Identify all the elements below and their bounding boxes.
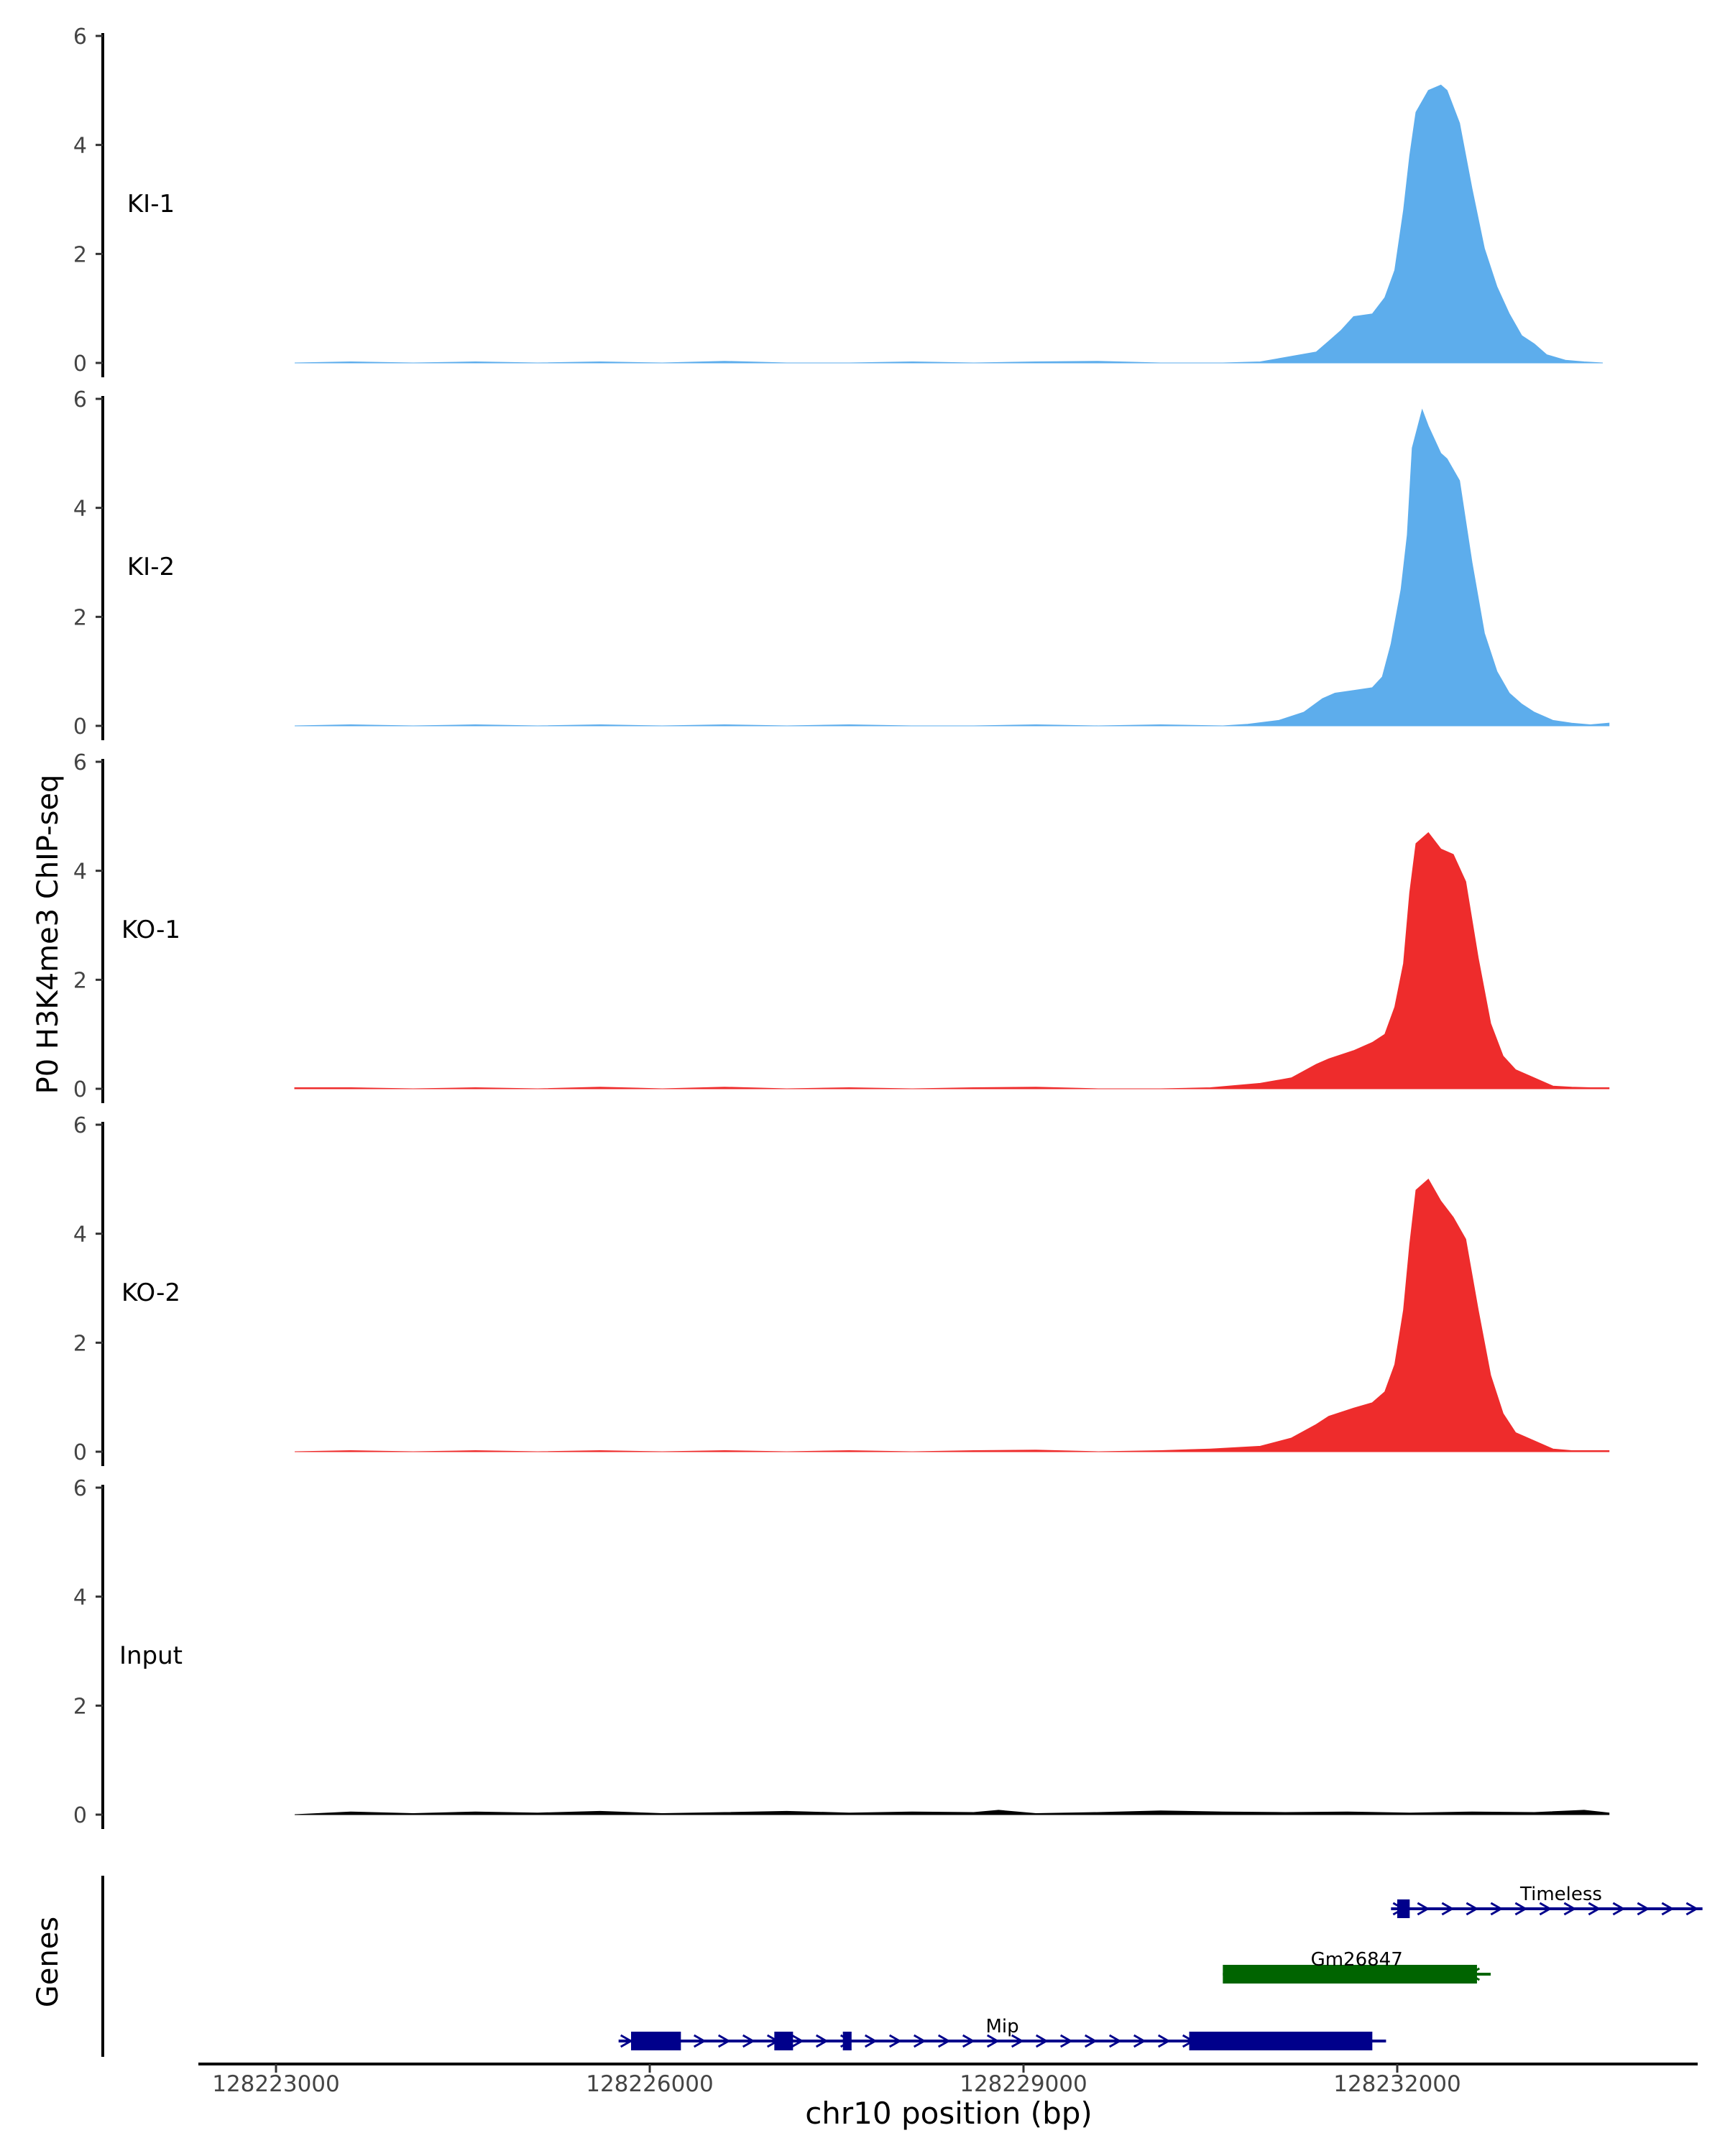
strand-arrow: [1637, 1902, 1650, 1916]
y-axis-title: P0 H3K4me3 ChIP-seq: [32, 775, 65, 1095]
y-tick-label: 0: [73, 1440, 87, 1465]
y-tick-label: 2: [73, 242, 87, 267]
strand-arrow: [986, 2034, 1000, 2048]
signal-area: [294, 1179, 1610, 1452]
y-tick-label: 0: [73, 714, 87, 740]
track-label: Input: [119, 1641, 183, 1670]
y-tick-label: 6: [73, 1476, 87, 1501]
y-tick-label: 4: [73, 497, 87, 522]
track-panel-ko-2: 0 2 4 6 KO-2: [73, 1113, 1610, 1466]
strand-arrow: [913, 2034, 926, 2048]
y-tick-label: 6: [73, 387, 87, 413]
strand-arrow: [1588, 1902, 1601, 1916]
track-label: KO-2: [121, 1279, 180, 1307]
strand-arrow: [962, 2034, 975, 2048]
y-tick-label: 2: [73, 1331, 87, 1356]
gene-name-label: Timeless: [1519, 1884, 1602, 1905]
strand-arrow: [1490, 1902, 1504, 1916]
y-tick-label: 4: [73, 1222, 87, 1248]
y-tick-label: 0: [73, 1803, 87, 1828]
strand-arrow: [1011, 2034, 1024, 2048]
track-panel-ko-1: 0 2 4 6 KO-1: [73, 750, 1610, 1103]
track-panel-ki-1: 0 2 4 6 KI-1: [73, 24, 1604, 377]
exon-block: [1223, 1965, 1477, 1984]
strand-arrow: [1563, 1902, 1577, 1916]
strand-arrow: [1157, 2034, 1171, 2048]
exon-block: [1397, 1899, 1410, 1918]
track-panel-input: 0 2 4 6 Input: [73, 1476, 1610, 1829]
tracks-layer: 0 2 4 6 KI-1 0 2 4 6 KI-2 0 2 4 6 KO-1 0 2 4 6 KO-2 0 2 4 6 Inpu…: [73, 24, 1610, 1829]
signal-area: [294, 84, 1604, 364]
x-axis-title: chr10 position (bp): [805, 2096, 1092, 2131]
gene-name-label: Mip: [985, 2016, 1018, 2037]
strand-arrow: [1084, 2034, 1098, 2048]
y-tick-label: 0: [73, 1077, 87, 1102]
y-tick-label: 4: [73, 860, 87, 885]
exon-block: [631, 2032, 681, 2050]
track-panel-ki-2: 0 2 4 6 KI-2: [73, 387, 1610, 740]
y-tick-label: 6: [73, 1113, 87, 1138]
gene-name-label: Gm26847: [1311, 1949, 1403, 1971]
gene-gm26847: Gm26847: [1223, 1949, 1491, 1984]
strand-arrow: [717, 2034, 731, 2048]
strand-arrow: [1035, 2034, 1049, 2048]
strand-arrow: [888, 2034, 902, 2048]
gene-timeless: Timeless: [1391, 1884, 1703, 1918]
genes-layer: Timeless Gm26847 Mip: [101, 1876, 1703, 2057]
track-label: KI-1: [127, 190, 175, 218]
strand-arrow: [1059, 2034, 1073, 2048]
strand-arrow: [742, 2034, 755, 2048]
strand-arrow: [815, 2034, 829, 2048]
signal-area: [294, 1810, 1610, 1815]
track-label: KO-1: [121, 916, 180, 944]
strand-arrow: [1441, 1902, 1455, 1916]
signal-area: [294, 831, 1610, 1089]
exon-block: [842, 2032, 852, 2050]
signal-area: [294, 408, 1610, 727]
strand-arrow: [864, 2034, 878, 2048]
strand-arrow: [1661, 1902, 1675, 1916]
strand-arrow: [1612, 1902, 1626, 1916]
y-tick-label: 6: [73, 750, 87, 775]
x-tick-label: 128223000: [212, 2071, 340, 2097]
y-tick-label: 2: [73, 1694, 87, 1719]
strand-arrow: [791, 2034, 804, 2048]
genes-axis-title: Genes: [32, 1917, 65, 2007]
strand-arrow: [1108, 2034, 1122, 2048]
y-tick-label: 6: [73, 24, 87, 50]
strand-arrow: [693, 2034, 707, 2048]
y-tick-label: 4: [73, 134, 87, 159]
x-tick-label: 128232000: [1333, 2071, 1461, 2097]
y-tick-label: 0: [73, 351, 87, 377]
y-tick-label: 4: [73, 1585, 87, 1611]
x-tick-label: 128229000: [960, 2071, 1087, 2097]
x-tick-label: 128226000: [586, 2071, 714, 2097]
strand-arrow: [1539, 1902, 1552, 1916]
x-axis: 128223000 128226000 128229000 128232000: [198, 2063, 1698, 2097]
exon-block: [774, 2032, 794, 2050]
strand-arrow: [1685, 1902, 1699, 1916]
track-label: KI-2: [127, 553, 175, 581]
strand-arrow: [1466, 1902, 1479, 1916]
strand-arrow: [620, 2034, 633, 2048]
strand-arrow: [1514, 1902, 1528, 1916]
gene-mip: Mip: [618, 2016, 1386, 2050]
strand-arrow: [1417, 1902, 1430, 1916]
exon-block: [1189, 2032, 1373, 2050]
strand-arrow: [1133, 2034, 1146, 2048]
y-tick-label: 2: [73, 605, 87, 630]
strand-arrow: [937, 2034, 951, 2048]
y-tick-label: 2: [73, 968, 87, 993]
